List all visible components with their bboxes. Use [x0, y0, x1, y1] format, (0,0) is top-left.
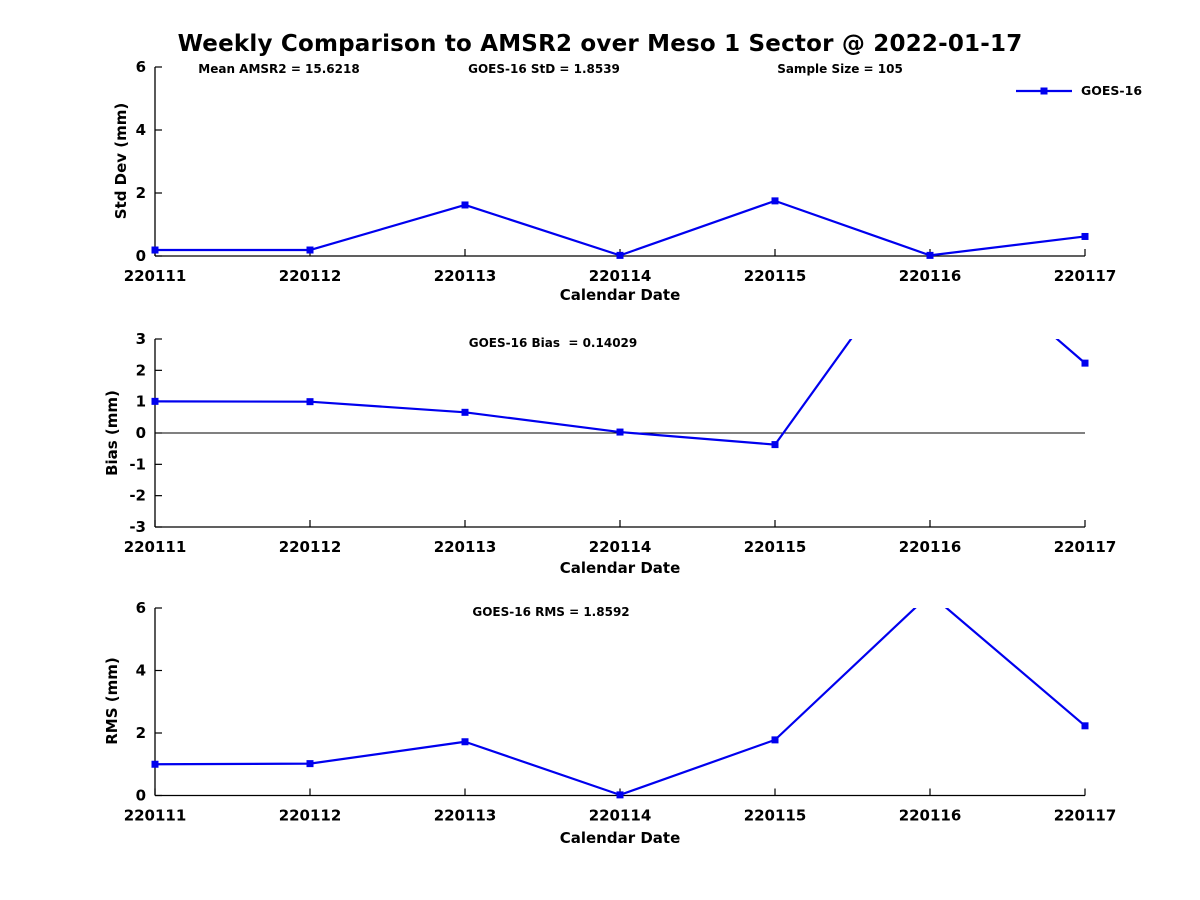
- x-tick-label: 220115: [744, 267, 807, 285]
- x-tick-label: 220117: [1054, 267, 1117, 285]
- bias-y-axis-label: Bias (mm): [103, 390, 121, 476]
- x-tick-label: 220111: [124, 267, 187, 285]
- x-tick-label: 220117: [1054, 538, 1117, 556]
- annotation-goes16-bias: GOES-16 Bias = 0.14029: [468, 336, 638, 350]
- y-tick-label: 0: [136, 424, 146, 442]
- legend-line-sample: [1016, 87, 1072, 94]
- data-point-marker: [616, 428, 624, 436]
- data-point-marker: [461, 408, 469, 416]
- y-tick-label: -3: [129, 518, 146, 536]
- x-tick-label: 220115: [744, 538, 807, 556]
- legend: GOES-16: [1016, 83, 1142, 98]
- stddev-x-axis-label: Calendar Date: [559, 286, 681, 304]
- data-point-marker: [151, 397, 159, 405]
- annotation-goes16-std: GOES-16 StD = 1.8539: [468, 62, 620, 76]
- x-tick-label: 220116: [899, 538, 962, 556]
- data-point-marker: [306, 398, 314, 406]
- rms-y-axis-label: RMS (mm): [103, 657, 121, 745]
- y-tick-label: 4: [136, 662, 146, 680]
- y-tick-label: 4: [136, 121, 146, 139]
- y-tick-label: 0: [136, 247, 146, 265]
- data-point-marker: [771, 197, 779, 205]
- data-point-marker: [151, 246, 159, 254]
- y-tick-label: 2: [136, 184, 146, 202]
- stddev-y-axis-label: Std Dev (mm): [112, 102, 130, 220]
- legend-square-marker-icon: [1040, 87, 1048, 94]
- y-tick-label: 1: [136, 393, 146, 411]
- data-point-marker: [306, 246, 314, 254]
- bias-x-axis-label: Calendar Date: [559, 559, 681, 577]
- annotation-goes16-rms: GOES-16 RMS = 1.8592: [472, 605, 630, 619]
- rms-x-axis-label: Calendar Date: [559, 829, 681, 847]
- x-tick-label: 220113: [434, 807, 497, 825]
- subplot-rms: 220111 220112 220113 220114 220115 220116 2201…: [124, 599, 1117, 825]
- series-line-goes-16: [154, 608, 1086, 796]
- data-point-marker: [461, 738, 469, 746]
- y-tick-label: 2: [136, 361, 146, 379]
- data-point-marker: [1081, 359, 1089, 367]
- annotation-sample-size: Sample Size = 105: [777, 62, 903, 76]
- y-tick-label: -1: [129, 455, 146, 473]
- x-tick-label: 220112: [279, 267, 342, 285]
- data-point-marker: [151, 760, 159, 768]
- data-point-marker: [616, 791, 624, 799]
- y-tick-label: 6: [136, 599, 146, 617]
- x-tick-label: 220111: [124, 807, 187, 825]
- x-tick-label: 220115: [744, 807, 807, 825]
- x-tick-label: 220116: [899, 807, 962, 825]
- subplot-bias: 220111 220112 220113 220114 220115 220116 2201…: [124, 330, 1117, 556]
- legend-label: GOES-16: [1081, 83, 1143, 98]
- subplot-stddev: 220111 220112 220113 220114 220115 220116 2201…: [124, 58, 1117, 285]
- data-point-marker: [926, 251, 934, 259]
- x-tick-label: 220112: [279, 807, 342, 825]
- x-tick-label: 220114: [589, 807, 652, 825]
- figure-title: Weekly Comparison to AMSR2 over Meso 1 S…: [177, 31, 1023, 57]
- data-point-marker: [771, 441, 779, 449]
- x-tick-label: 220117: [1054, 807, 1117, 825]
- data-point-marker: [616, 251, 624, 259]
- y-tick-label: -2: [129, 487, 146, 505]
- data-point-marker: [306, 760, 314, 768]
- y-tick-label: 3: [136, 330, 146, 348]
- x-tick-label: 220112: [279, 538, 342, 556]
- data-point-marker: [1081, 232, 1089, 240]
- x-tick-label: 220111: [124, 538, 187, 556]
- data-point-marker: [771, 736, 779, 744]
- x-tick-label: 220113: [434, 538, 497, 556]
- y-tick-label: 2: [136, 724, 146, 742]
- x-tick-label: 220116: [899, 267, 962, 285]
- y-tick-label: 0: [136, 787, 146, 805]
- y-tick-label: 6: [136, 58, 146, 76]
- series-line-goes-16: [155, 199, 1086, 257]
- annotation-mean-amsr2: Mean AMSR2 = 15.6218: [198, 62, 360, 76]
- x-tick-label: 220114: [589, 538, 652, 556]
- data-point-marker: [461, 201, 469, 209]
- x-tick-label: 220113: [434, 267, 497, 285]
- x-tick-label: 220114: [589, 267, 652, 285]
- data-point-marker: [1081, 722, 1089, 730]
